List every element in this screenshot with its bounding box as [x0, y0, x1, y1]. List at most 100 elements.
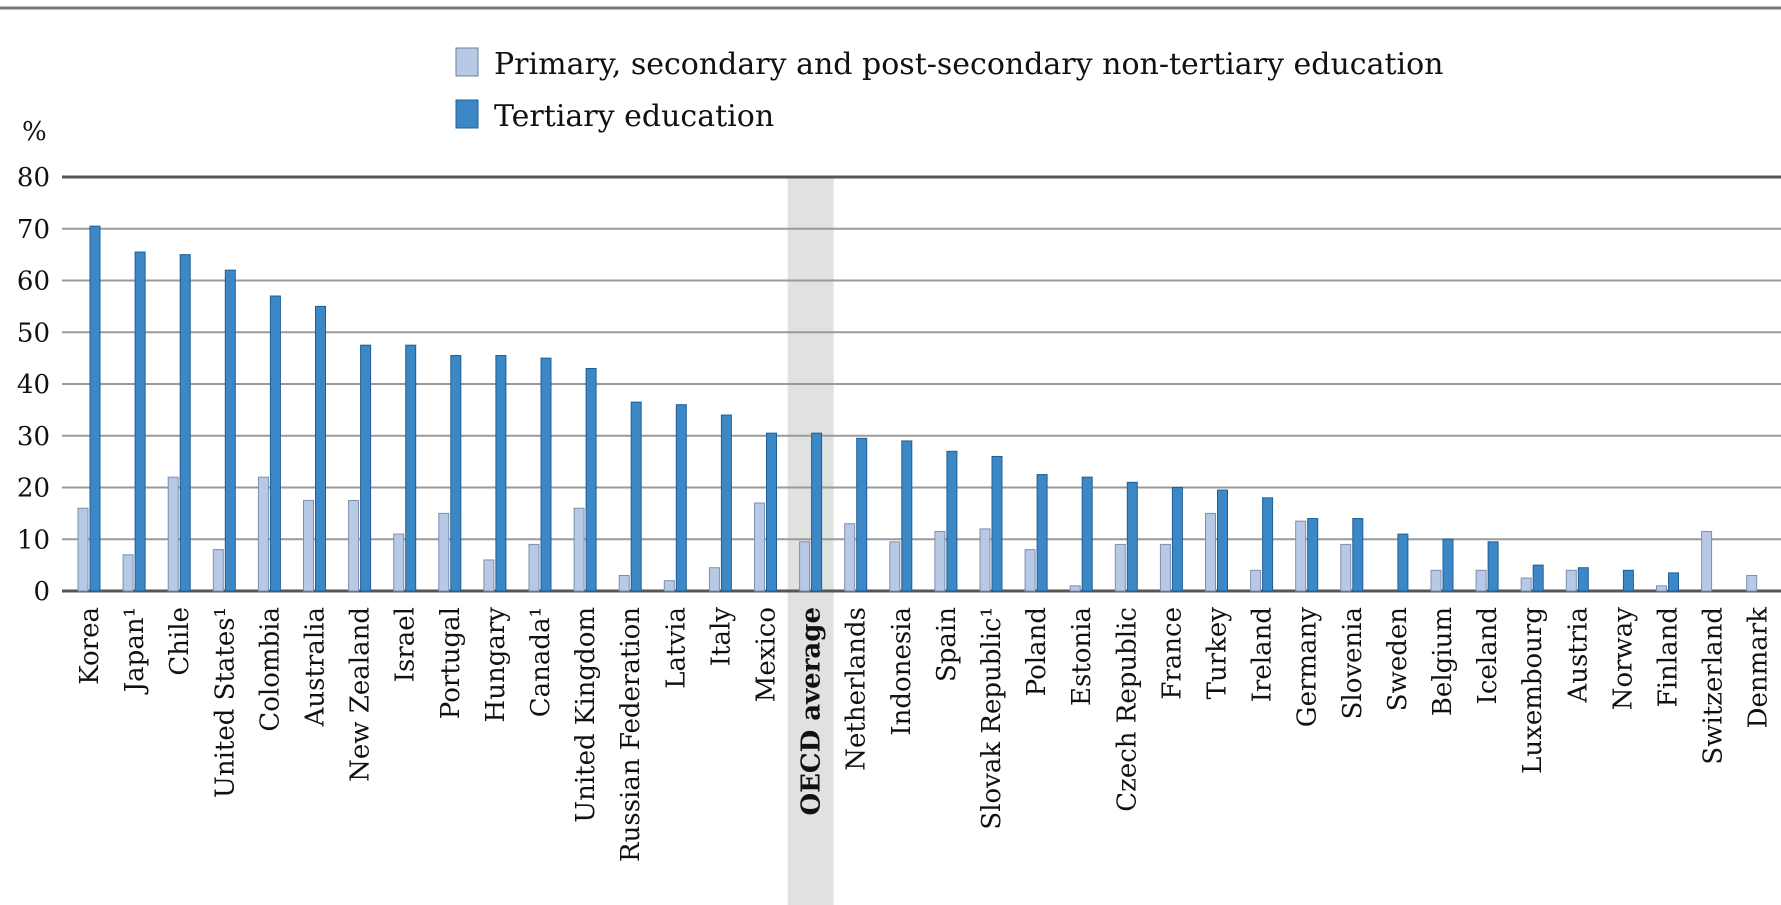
- legend-label-tertiary: Tertiary education: [494, 99, 774, 134]
- x-category-label: Slovak Republic¹: [977, 607, 1007, 830]
- bar-tertiary: [1397, 533, 1409, 592]
- x-category-label: Ireland: [1248, 607, 1278, 702]
- bar-tertiary: [1217, 489, 1228, 592]
- bar-primary: [573, 507, 585, 592]
- bars: [77, 225, 1758, 592]
- bar-primary: [303, 499, 314, 592]
- bar-primary: [708, 567, 720, 592]
- bar-primary: [799, 541, 811, 592]
- x-category-label: Turkey: [1203, 607, 1233, 700]
- x-category-label: Switzerland: [1699, 607, 1729, 765]
- bar-primary: [1159, 543, 1171, 592]
- bar-primary: [393, 533, 405, 592]
- legend: Primary, secondary and post-secondary no…: [455, 47, 1443, 134]
- bar-tertiary: [495, 355, 507, 592]
- bar-primary: [1475, 569, 1487, 592]
- bar-tertiary: [1622, 569, 1634, 592]
- x-category-label: Mexico: [752, 607, 782, 702]
- bar-primary: [1565, 569, 1577, 592]
- bar-primary: [1430, 569, 1442, 592]
- bar-primary: [934, 530, 946, 592]
- x-category-label: OECD average: [797, 607, 827, 816]
- bar-tertiary: [1171, 487, 1183, 592]
- x-category-label: Latvia: [661, 607, 691, 689]
- bar-tertiary: [1081, 476, 1093, 592]
- x-category-label: Colombia: [255, 607, 285, 732]
- bar-tertiary: [630, 401, 642, 592]
- x-category-label: Korea: [75, 607, 105, 685]
- x-category-label: Australia: [301, 607, 331, 727]
- bar-primary: [844, 523, 856, 592]
- bar-primary: [1250, 569, 1262, 592]
- y-tick-label: 50: [17, 318, 50, 348]
- bar-primary: [167, 476, 179, 592]
- bar-primary: [979, 528, 991, 592]
- x-category-label: New Zealand: [346, 607, 376, 782]
- bar-primary: [889, 541, 901, 592]
- y-tick-label: 40: [17, 370, 50, 400]
- bar-primary: [1656, 585, 1667, 592]
- y-axis-ticks: 0 10 20 30 40 50 60 70 80: [17, 163, 50, 607]
- y-tick-label: 10: [17, 525, 50, 555]
- bar-tertiary: [540, 357, 552, 592]
- x-category-label: Chile: [165, 607, 195, 676]
- y-tick-label: 30: [17, 422, 50, 452]
- bar-tertiary: [856, 437, 868, 592]
- x-category-label: Iceland: [1473, 607, 1503, 704]
- x-axis-labels: Korea Japan¹ Chile United States¹ Colombia Au…: [75, 607, 1774, 862]
- x-category-label: Spain: [932, 607, 962, 682]
- bar-tertiary: [134, 251, 146, 592]
- x-category-label: Norway: [1608, 607, 1638, 711]
- bar-tertiary: [1126, 481, 1138, 592]
- bar-tertiary: [269, 295, 281, 592]
- y-tick-label: 70: [17, 215, 50, 245]
- y-tick-label: 20: [17, 474, 50, 504]
- bar-primary: [1746, 574, 1758, 592]
- x-category-label: Russian Federation: [616, 607, 646, 862]
- bar-tertiary: [1668, 572, 1679, 592]
- x-category-label: Indonesia: [887, 607, 917, 736]
- x-category-label: Luxembourg: [1518, 607, 1548, 774]
- bar-primary: [1024, 549, 1036, 592]
- bar-primary: [1701, 530, 1713, 592]
- x-category-label: Italy: [706, 607, 736, 667]
- x-category-label: France: [1157, 607, 1187, 700]
- oecd-average-highlight: [787, 177, 834, 905]
- bar-primary: [663, 580, 675, 592]
- x-category-label: Finland: [1654, 607, 1684, 707]
- bar-tertiary: [675, 404, 687, 592]
- bar-tertiary: [89, 225, 101, 592]
- x-category-label: Hungary: [481, 607, 511, 723]
- x-category-label: United Kingdom: [571, 607, 601, 823]
- bar-tertiary: [315, 305, 326, 592]
- bar-tertiary: [1262, 497, 1274, 592]
- bar-primary: [1114, 543, 1126, 592]
- x-category-label: Poland: [1022, 607, 1052, 696]
- bar-primary: [257, 476, 269, 592]
- bar-tertiary: [1487, 541, 1499, 592]
- x-category-label: Austria: [1563, 607, 1593, 704]
- bar-tertiary: [450, 355, 462, 592]
- bar-tertiary: [946, 450, 958, 592]
- bar-tertiary: [1442, 538, 1454, 592]
- x-category-label: Netherlands: [842, 607, 872, 771]
- bar-tertiary: [1532, 564, 1544, 592]
- legend-swatch-primary: [455, 47, 479, 77]
- bar-primary: [438, 512, 450, 592]
- x-category-label: Slovenia: [1338, 607, 1368, 719]
- x-category-label: Germany: [1293, 607, 1323, 727]
- x-category-label: Sweden: [1383, 607, 1413, 711]
- bar-tertiary: [766, 432, 777, 592]
- bar-tertiary: [405, 344, 417, 592]
- bar-primary: [1340, 543, 1352, 592]
- bar-primary: [1205, 512, 1216, 592]
- x-category-label: Estonia: [1067, 607, 1097, 706]
- x-category-label: Denmark: [1744, 607, 1774, 729]
- bar-primary: [1069, 585, 1081, 592]
- bar-tertiary: [1036, 474, 1048, 592]
- bar-tertiary: [991, 455, 1003, 592]
- legend-swatch-tertiary: [455, 99, 479, 129]
- bar-primary: [528, 543, 540, 592]
- y-tick-label: 80: [17, 163, 50, 193]
